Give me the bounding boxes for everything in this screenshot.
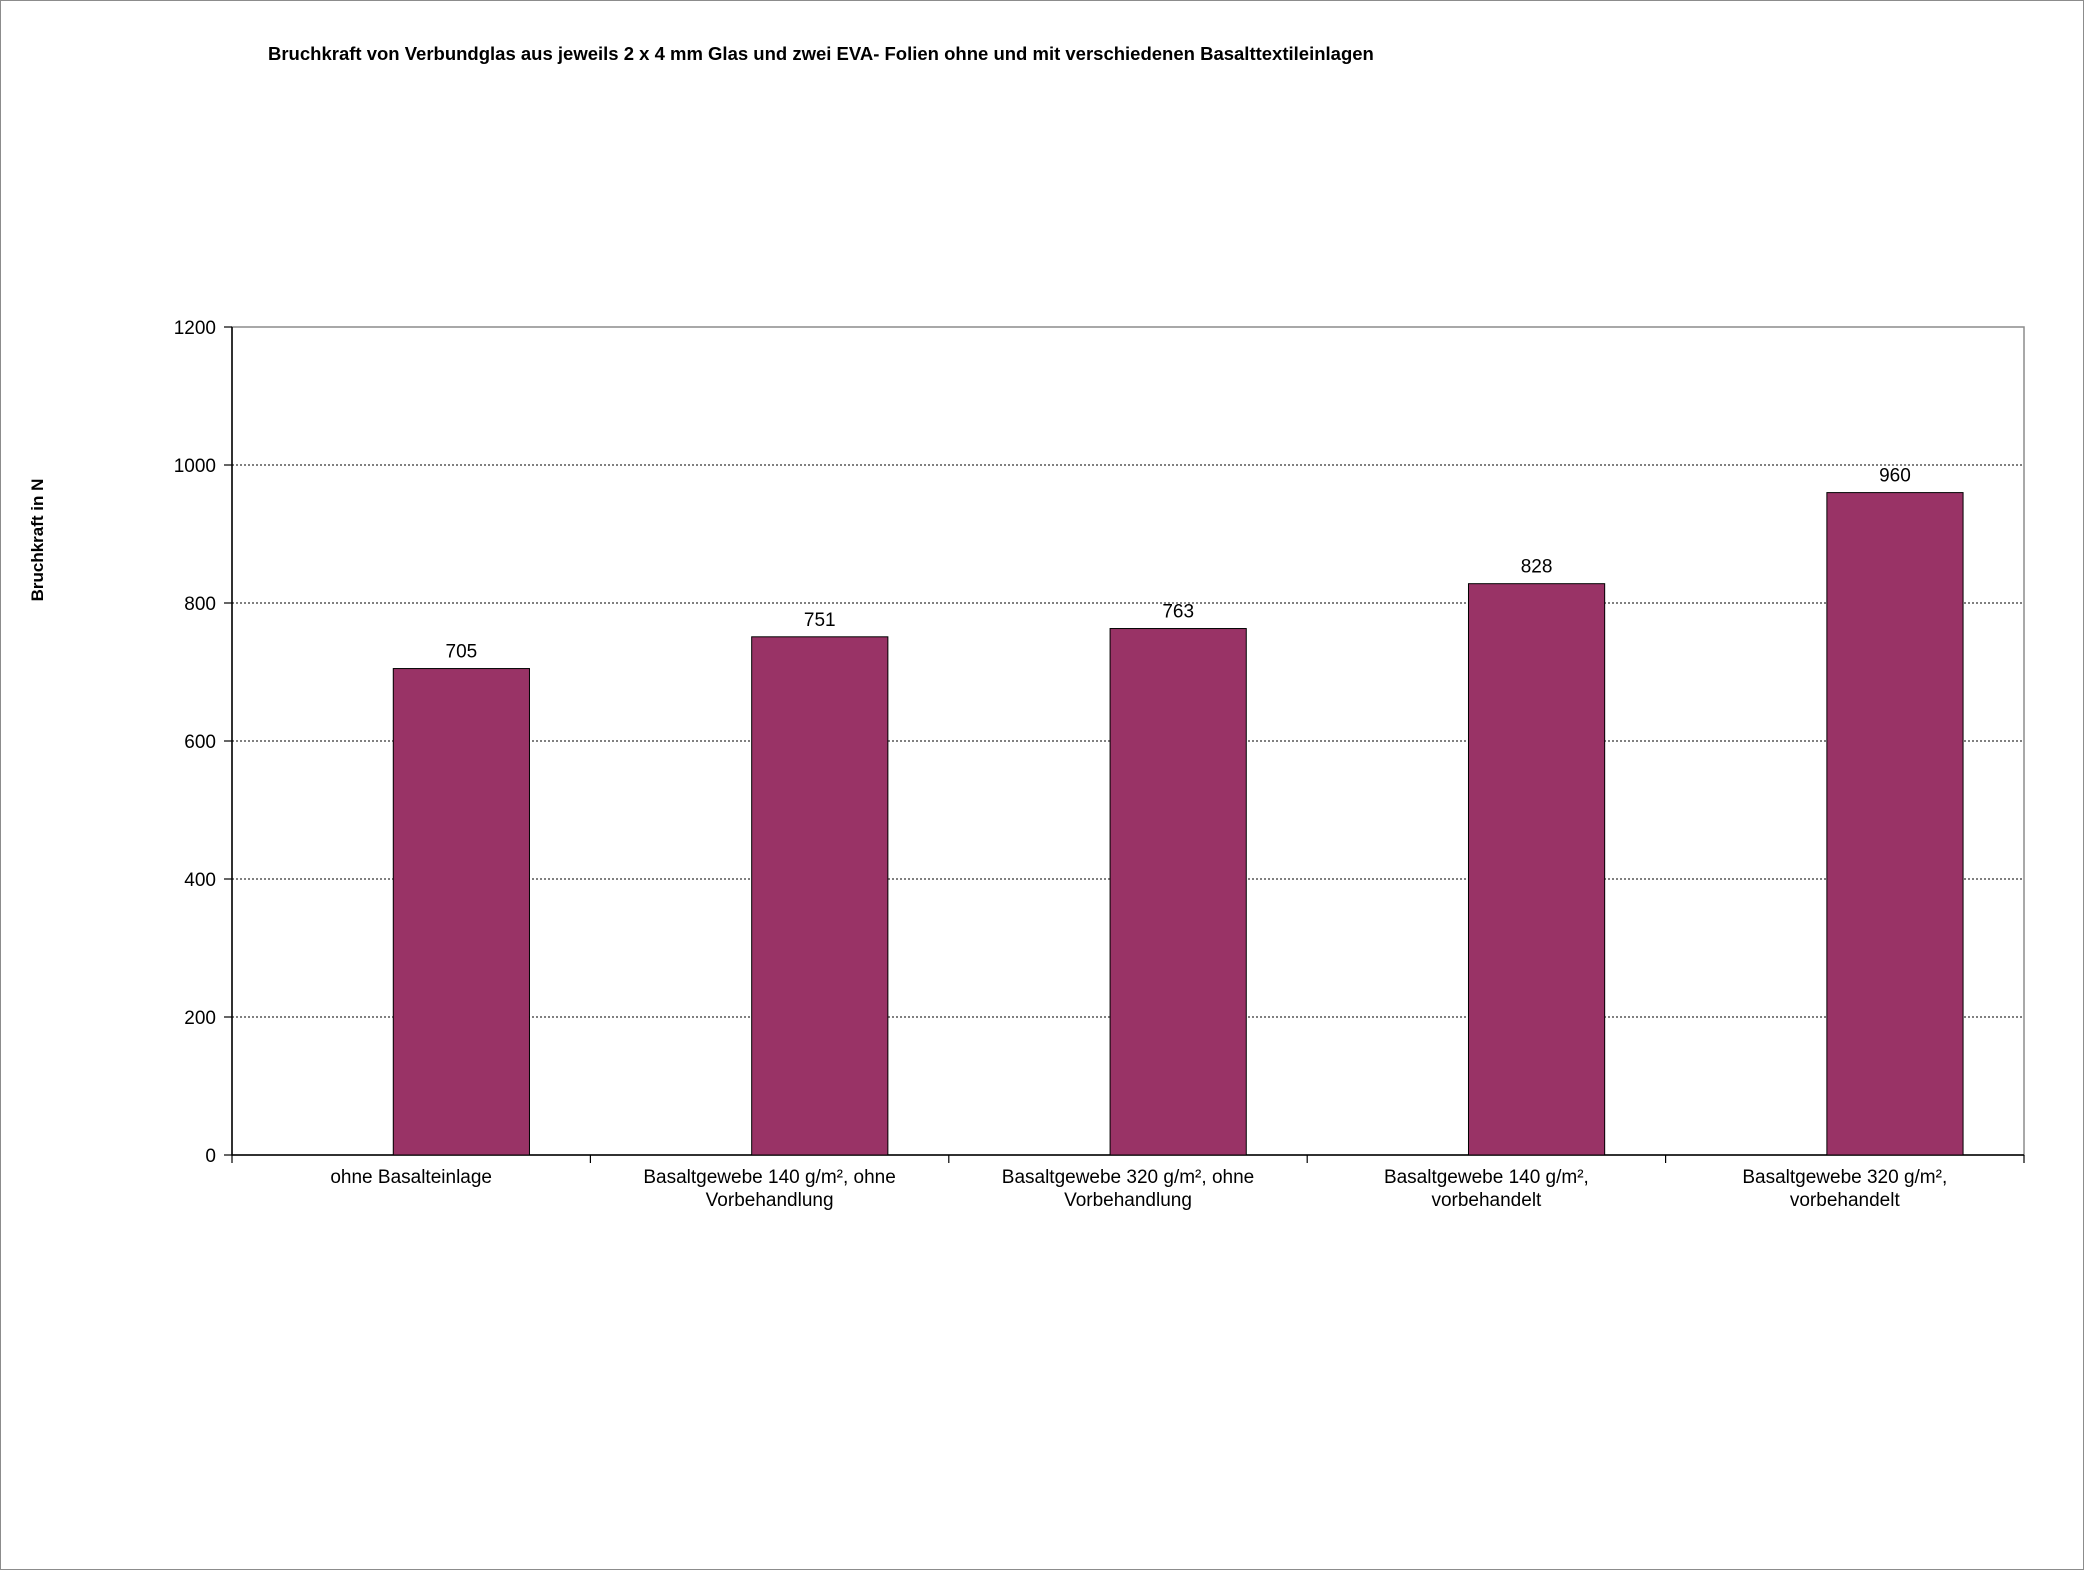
data-label: 960: [1879, 466, 1911, 487]
y-tick-label: 600: [184, 732, 216, 753]
y-tick-label: 0: [205, 1146, 216, 1167]
bar: [1826, 492, 1964, 1156]
data-label: 751: [804, 610, 836, 631]
y-tick-label: 1200: [174, 318, 216, 339]
data-label: 705: [446, 642, 478, 663]
bar: [392, 668, 530, 1156]
bar: [1467, 583, 1606, 1156]
x-tick-label: Basaltgewebe 320 g/m², ohne Vorbehandlun…: [1001, 1167, 1255, 1211]
x-tick-label: Basaltgewebe 140 g/m², vorbehandelt: [1383, 1167, 1589, 1211]
y-tick-label: 800: [184, 594, 216, 615]
y-tick-label: 200: [184, 1008, 216, 1029]
data-label: 828: [1521, 557, 1553, 578]
x-tick-label: Basaltgewebe 320 g/m², vorbehandelt: [1742, 1167, 1948, 1211]
chart-title: Bruchkraft von Verbundglas aus jeweils 2…: [268, 43, 1374, 64]
bar: [751, 636, 889, 1156]
x-tick-label: Basaltgewebe 140 g/m², ohne Vorbehandlun…: [643, 1167, 896, 1211]
y-tick-label: 400: [184, 870, 216, 891]
data-label: 763: [1162, 602, 1194, 623]
bar: [1109, 628, 1247, 1156]
x-tick-label: ohne Basalteinlage: [330, 1167, 492, 1188]
y-tick-label: 1000: [174, 456, 216, 477]
